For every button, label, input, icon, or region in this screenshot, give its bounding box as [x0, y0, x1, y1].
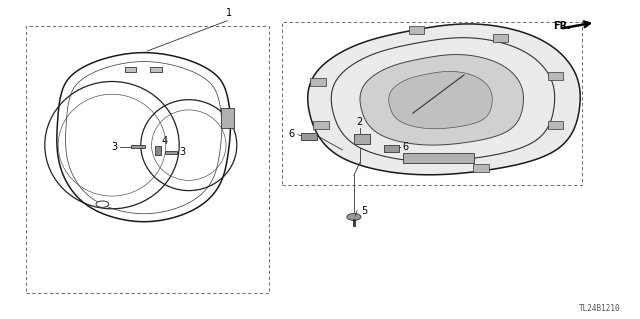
- Circle shape: [347, 213, 361, 220]
- Polygon shape: [221, 108, 234, 128]
- Polygon shape: [354, 134, 370, 144]
- Text: 6: 6: [402, 142, 408, 152]
- Polygon shape: [310, 78, 326, 86]
- Text: 1: 1: [226, 8, 232, 18]
- Polygon shape: [155, 146, 161, 155]
- Circle shape: [96, 201, 109, 207]
- Polygon shape: [360, 55, 524, 145]
- Polygon shape: [308, 24, 580, 175]
- Polygon shape: [474, 164, 489, 172]
- Polygon shape: [384, 145, 399, 152]
- Polygon shape: [388, 71, 492, 129]
- Text: FR.: FR.: [554, 20, 572, 31]
- Polygon shape: [548, 121, 563, 129]
- Text: 3: 3: [179, 147, 186, 157]
- Polygon shape: [150, 67, 162, 72]
- Text: TL24B1210: TL24B1210: [579, 304, 621, 313]
- Polygon shape: [165, 151, 177, 154]
- Polygon shape: [301, 133, 317, 140]
- Polygon shape: [548, 72, 563, 80]
- Polygon shape: [403, 153, 474, 163]
- Text: 2: 2: [356, 117, 363, 127]
- Polygon shape: [409, 26, 424, 33]
- Polygon shape: [493, 34, 509, 42]
- Text: 3: 3: [111, 142, 117, 152]
- Text: 5: 5: [361, 205, 367, 216]
- Text: 4: 4: [162, 136, 168, 146]
- Text: 6: 6: [288, 129, 294, 139]
- Polygon shape: [314, 121, 329, 129]
- Polygon shape: [131, 145, 145, 148]
- Polygon shape: [125, 67, 136, 72]
